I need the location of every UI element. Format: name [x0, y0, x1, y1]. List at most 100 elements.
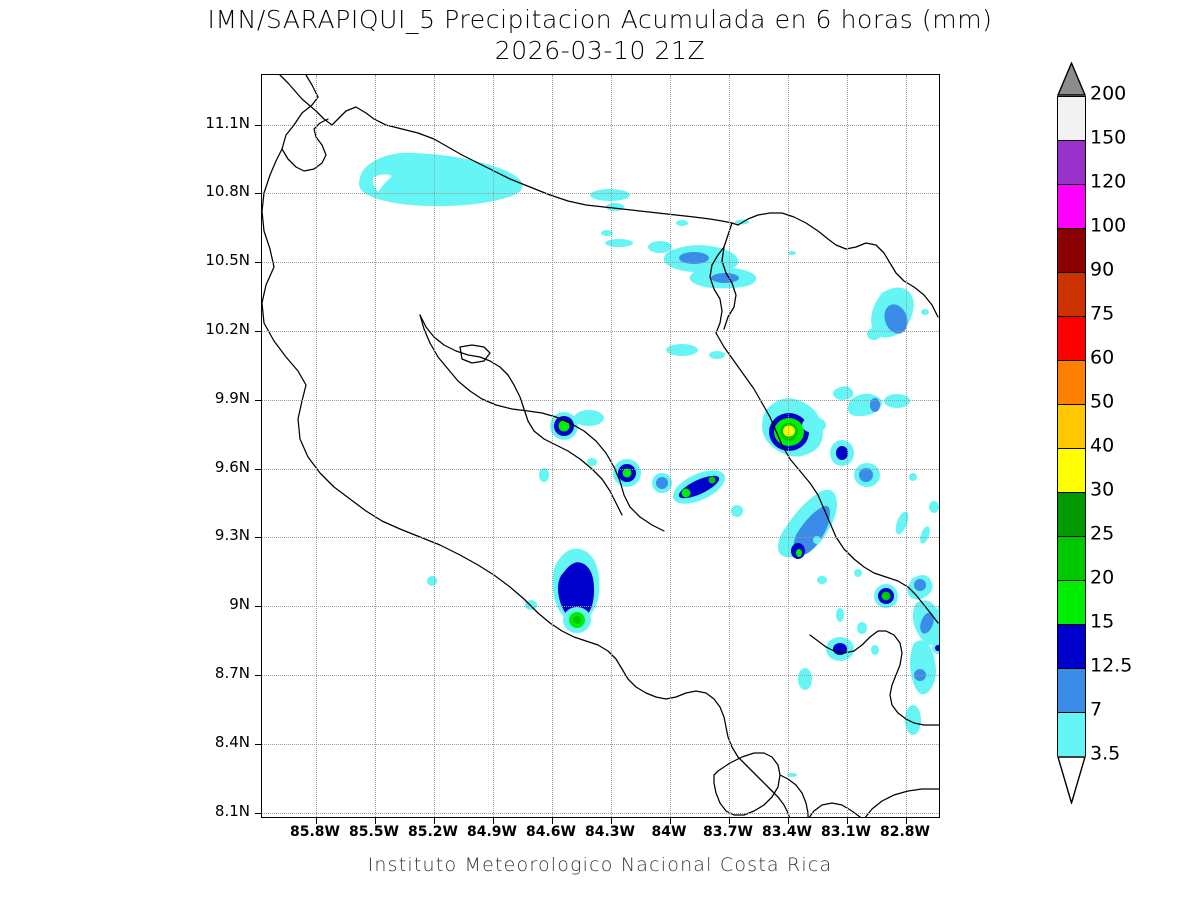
colorbar-cell-120-150	[1057, 140, 1086, 184]
y-axis-label: 9.3N	[214, 526, 250, 544]
precip-sp-h	[587, 458, 597, 466]
x-axis-label: 82.8W	[880, 824, 930, 840]
precip-speck-ne-c	[605, 239, 633, 247]
precip-core-ne-a	[679, 252, 709, 264]
precip-speck-n1	[590, 189, 630, 201]
colorbar-label-20: 20	[1090, 566, 1115, 589]
x-axis-label: 85.2W	[408, 824, 458, 840]
precip-sp-e	[920, 526, 930, 544]
precip-core-e1	[884, 304, 908, 334]
x-tick	[316, 817, 317, 824]
colorbar-label-30: 30	[1090, 478, 1115, 501]
map-plot-area	[255, 74, 940, 824]
coast-caribbean-south	[715, 332, 939, 624]
colorbar-cell-50-60	[1057, 360, 1086, 404]
colorbar-cell-25-30	[1057, 492, 1086, 536]
precip-b2-green	[622, 468, 632, 478]
x-axis-label: 84.6W	[526, 824, 576, 840]
colorbar-cell-12.5-15	[1057, 624, 1086, 668]
colorbar-bottom-triangle	[1057, 756, 1086, 804]
precip-s5-cyan	[905, 705, 921, 735]
precip-s7-cyan	[936, 606, 939, 624]
precip-diag-green	[796, 549, 802, 557]
precip-sp-c	[909, 473, 917, 481]
precip-b4-green2	[708, 476, 716, 484]
precip-b4-green	[681, 488, 691, 498]
y-axis-label: 11.1N	[205, 114, 250, 132]
y-tick	[255, 744, 262, 745]
y-tick	[255, 125, 262, 126]
border-panama	[809, 630, 939, 726]
precip-sp-f	[929, 501, 939, 513]
precip-hole-nw	[373, 174, 392, 192]
precip-se-sp-a	[817, 576, 827, 584]
coast-caribbean-north	[279, 75, 739, 226]
precip-speck-e2	[921, 309, 929, 315]
y-tick	[255, 331, 262, 332]
precip-se-sp-e	[871, 645, 879, 655]
precip-se-sp-b	[854, 569, 862, 577]
x-axis-label: 84.9W	[467, 824, 517, 840]
y-tick	[255, 537, 262, 538]
precip-speck-ne-f	[676, 220, 688, 226]
x-tick	[788, 817, 789, 824]
colorbar-cell-15-20	[1057, 580, 1086, 624]
precip-se-sp-c	[836, 608, 844, 622]
x-tick	[493, 817, 494, 824]
map-clip-region	[262, 75, 939, 817]
y-axis-label: 8.1N	[214, 802, 250, 820]
coast-pacific-south	[537, 612, 790, 817]
colorbar-legend: 200 150 120 100 90 75 60 50 40 30 25 20 …	[1057, 62, 1132, 804]
x-axis-label: 85.5W	[349, 824, 399, 840]
precip-main-yellow	[783, 425, 795, 437]
y-axis-label: 10.5N	[205, 251, 250, 269]
precip-s1-core	[573, 616, 581, 624]
precip-sp-i	[829, 498, 835, 508]
coast-nicoya-peninsula-edge	[419, 314, 623, 516]
precip-blob-nw	[359, 152, 523, 207]
x-tick	[670, 817, 671, 824]
precip-b1-green	[558, 420, 570, 432]
coast-nicoya-inner	[419, 314, 665, 532]
x-tick	[611, 817, 612, 824]
y-tick	[255, 606, 262, 607]
colorbar-cell-7-12.5	[1057, 668, 1086, 712]
lake-arenal	[459, 344, 491, 364]
precip-se-sp-d	[857, 622, 867, 634]
precip-speck-c3	[427, 576, 437, 586]
x-axis-label: 84W	[651, 824, 687, 840]
y-axis-label: 8.4N	[214, 733, 250, 751]
x-axis-label: 84.3W	[585, 824, 635, 840]
precip-speck-ne-d	[648, 241, 672, 253]
colorbar-label-50: 50	[1090, 390, 1115, 413]
precip-b3-blue	[656, 477, 668, 489]
colorbar-label-40: 40	[1090, 434, 1115, 457]
y-axis-label: 8.7N	[214, 664, 250, 682]
colorbar-cell-60-75	[1057, 316, 1086, 360]
precip-ne-pair2	[884, 394, 910, 408]
colorbar-label-200: 200	[1090, 82, 1127, 105]
coastline-layer	[262, 75, 939, 817]
colorbar-cell-3.5-7	[1057, 712, 1086, 756]
x-tick	[729, 817, 730, 824]
colorbar-label-12.5: 12.5	[1090, 654, 1133, 677]
x-tick	[434, 817, 435, 824]
colorbar-cell-30-40	[1057, 448, 1086, 492]
colorbar-cell-20-25	[1057, 536, 1086, 580]
precip-far-e	[833, 386, 854, 400]
colorbar-cell-90-100	[1057, 228, 1086, 272]
precip-diag-blue	[793, 505, 830, 556]
precip-ne-pair-core	[870, 398, 880, 412]
colorbar-cell-100-120	[1057, 184, 1086, 228]
y-axis-label: 9.6N	[214, 458, 250, 476]
y-tick	[255, 469, 262, 470]
coast-golfo-dulce	[779, 774, 809, 817]
precip-sp-g	[539, 468, 549, 482]
precip-s3-cyan	[798, 668, 812, 690]
x-tick	[906, 817, 907, 824]
precipitation-map	[262, 75, 939, 817]
colorbar-cell-40-50	[1057, 404, 1086, 448]
x-tick	[552, 817, 553, 824]
page-title: IMN/SARAPIQUI_5 Precipitacion Acumulada …	[207, 5, 993, 34]
coast-osa-peninsula	[713, 752, 781, 816]
